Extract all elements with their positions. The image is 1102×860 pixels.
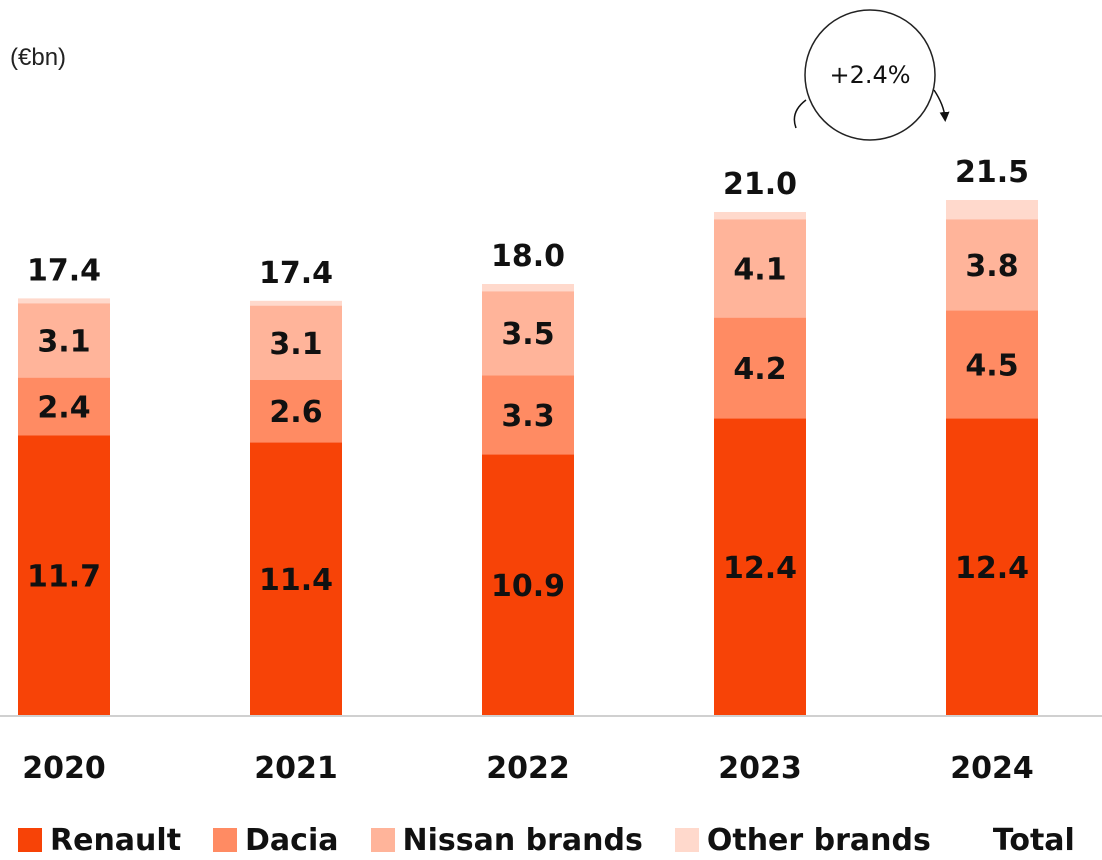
x-tick-2024: 2024: [950, 751, 1034, 786]
bar-other-2020: [18, 298, 110, 304]
x-tick-2023: 2023: [718, 751, 802, 786]
growth-arrow: [793, 99, 807, 129]
bar-renault-2020: [18, 435, 110, 716]
legend-item-dacia: Dacia: [213, 822, 339, 858]
x-tick-2021: 2021: [254, 751, 338, 786]
bar-nissan-2020: [18, 303, 110, 378]
bar-nissan-2022: [482, 291, 574, 376]
legend-item-renault: Renault: [18, 823, 181, 858]
legend-swatch-renault: [18, 828, 42, 852]
bar-renault-2023: [714, 418, 806, 716]
total-label-2021: 17.4: [259, 256, 333, 291]
bar-nissan-2024: [946, 219, 1038, 311]
legend: Renault Dacia Nissan brands Other brands…: [18, 820, 1075, 860]
unit-label: (€bn): [10, 44, 67, 71]
bar-renault-2024: [946, 418, 1038, 716]
labels-group: 11.7 2.4 3.1 17.4 11.4 2.6 3.1 17.4 10.9 3.3 3.5 18…: [27, 155, 1029, 604]
bar-dacia-2020: [18, 377, 110, 436]
total-label-2023: 21.0: [723, 167, 797, 202]
bar-other-2022: [482, 284, 574, 292]
value-label-renault-2024: 12.4: [955, 551, 1029, 586]
bars-group: [18, 200, 1038, 716]
growth-annotation: +2.4%: [793, 9, 950, 141]
growth-circle: [804, 9, 936, 141]
total-label-2020: 17.4: [27, 253, 101, 288]
total-label-2022: 18.0: [491, 239, 565, 274]
value-label-dacia-2021: 2.6: [269, 395, 322, 430]
value-label-nissan-2021: 3.1: [269, 327, 322, 362]
legend-swatch-dacia: [213, 828, 238, 852]
value-label-dacia-2024: 4.5: [965, 348, 1018, 383]
value-label-dacia-2023: 4.2: [733, 352, 786, 387]
x-axis-labels: 2020 2021 2022 2023 2024: [22, 751, 1034, 786]
bar-nissan-2021: [250, 305, 342, 380]
legend-total: Total: [992, 822, 1075, 858]
value-label-nissan-2023: 4.1: [733, 252, 786, 287]
value-label-renault-2020: 11.7: [27, 560, 101, 595]
bar-dacia-2022: [482, 375, 574, 455]
bar-other-2024: [946, 200, 1038, 220]
legend-label-nissan: Nissan brands: [402, 822, 643, 858]
bar-dacia-2021: [250, 380, 342, 443]
value-label-dacia-2020: 2.4: [37, 390, 90, 425]
value-label-nissan-2022: 3.5: [501, 317, 554, 352]
value-label-nissan-2024: 3.8: [965, 249, 1018, 284]
value-label-dacia-2022: 3.3: [501, 399, 554, 434]
value-label-renault-2022: 10.9: [491, 569, 565, 604]
total-label-2024: 21.5: [955, 155, 1029, 190]
legend-item-nissan: Nissan brands: [370, 822, 643, 858]
legend-label-dacia: Dacia: [245, 822, 339, 858]
growth-arrow-head: [933, 89, 950, 122]
bar-renault-2022: [482, 454, 574, 716]
x-tick-2020: 2020: [22, 751, 106, 786]
bar-other-2023: [714, 212, 806, 220]
stacked-bar-chart: 11.7 2.4 3.1 17.4 11.4 2.6 3.1 17.4 10.9 3.3 3.5 18…: [0, 9, 1102, 786]
value-label-nissan-2020: 3.1: [37, 324, 90, 359]
value-label-renault-2023: 12.4: [723, 551, 797, 586]
value-label-renault-2021: 11.4: [259, 563, 333, 598]
legend-label-renault: Renault: [50, 822, 182, 858]
bar-nissan-2023: [714, 219, 806, 318]
bar-renault-2021: [250, 442, 342, 716]
growth-label: +2.4%: [829, 61, 910, 89]
bar-dacia-2024: [946, 310, 1038, 419]
bar-other-2021: [250, 300, 342, 306]
legend-swatch-nissan: [370, 828, 395, 852]
legend-item-other: Other brands: [674, 822, 931, 858]
legend-label-other: Other brands: [706, 822, 931, 858]
x-tick-2022: 2022: [486, 751, 570, 786]
legend-swatch-other: [674, 828, 699, 852]
bar-dacia-2023: [714, 317, 806, 419]
